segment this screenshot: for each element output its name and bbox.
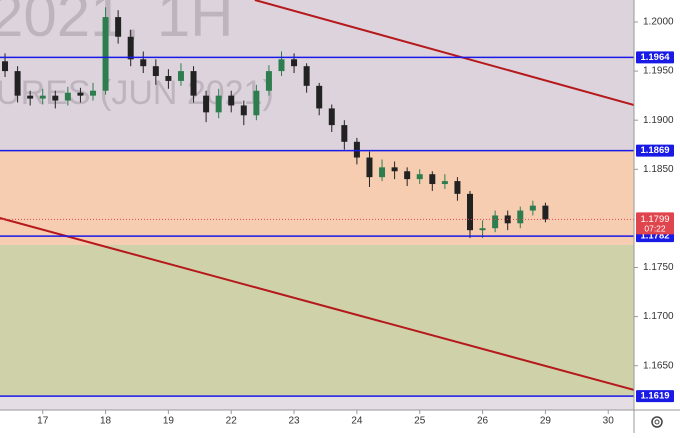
x-tick-label: 24 <box>351 416 363 427</box>
candle-body <box>165 76 172 81</box>
candle-body <box>429 174 436 185</box>
candle-body <box>303 66 310 86</box>
level-label: 1.1782 <box>640 231 669 242</box>
candle-body <box>353 141 360 158</box>
candle-body <box>215 95 222 113</box>
candle-body <box>152 66 159 77</box>
watermark: FUTURES (JUN 2021) <box>0 74 274 112</box>
x-tick-label: 17 <box>37 416 49 427</box>
candle-body <box>2 61 9 72</box>
candle-body <box>278 59 285 72</box>
x-tick-label: 29 <box>540 416 552 427</box>
candle-body <box>542 205 549 220</box>
candle-body <box>27 95 34 99</box>
last-price-time: 07:22 <box>644 224 666 234</box>
candle-body <box>291 59 298 67</box>
candle-body <box>240 105 247 116</box>
candle-body <box>529 205 536 211</box>
candle-body <box>404 171 411 180</box>
level-label-box <box>636 144 674 157</box>
candle-body <box>228 95 235 106</box>
candle-body <box>341 125 348 142</box>
candle-body <box>102 17 109 91</box>
x-tick-label: 22 <box>226 416 238 427</box>
zone <box>0 244 634 397</box>
candle-body <box>77 92 84 96</box>
candle-body <box>379 167 386 178</box>
level-label: 1.1869 <box>640 145 669 156</box>
candle-body <box>14 71 21 96</box>
candle-body <box>39 95 46 99</box>
level-label-box <box>636 51 674 64</box>
candle-body <box>265 71 272 91</box>
level-label-box <box>636 390 674 403</box>
candle-body <box>52 95 59 101</box>
y-tick-label: 1.2000 <box>643 17 674 28</box>
candle-body <box>89 90 96 96</box>
candle-body <box>127 36 134 60</box>
y-tick-label: 1.1950 <box>643 66 674 77</box>
candle-body <box>177 71 184 81</box>
y-tick-label: 1.1750 <box>643 262 674 273</box>
candle-body <box>115 17 122 37</box>
candle-body <box>140 59 147 67</box>
candle-body <box>391 167 398 172</box>
x-tick-label: 26 <box>477 416 489 427</box>
candle-body <box>416 174 423 180</box>
y-tick-label: 1.1850 <box>643 164 674 175</box>
candle-body <box>492 215 499 229</box>
candle-body <box>467 193 474 231</box>
candle-body <box>316 85 323 109</box>
trendline <box>254 0 634 106</box>
candle-body <box>64 92 71 101</box>
last-price-box <box>636 212 674 235</box>
x-tick-label: 19 <box>163 416 175 427</box>
y-tick-label: 1.1900 <box>643 115 674 126</box>
candle-body <box>366 157 373 178</box>
x-tick-label: 30 <box>603 416 615 427</box>
candle-body <box>479 228 486 231</box>
candle-body <box>190 71 197 96</box>
x-tick-label: 23 <box>289 416 301 427</box>
last-price-label: 1.1799 <box>640 214 669 225</box>
candle-body <box>203 95 210 113</box>
settings-icon[interactable] <box>651 416 663 428</box>
candle-body <box>517 210 524 224</box>
candle-body <box>328 108 335 126</box>
candle-body <box>454 181 461 194</box>
x-tick-label: 18 <box>100 416 112 427</box>
trendline <box>0 217 634 391</box>
candle-body <box>441 181 448 185</box>
time-axis <box>0 410 634 433</box>
level-label: 1.1964 <box>640 52 670 63</box>
candle-body <box>253 90 260 116</box>
x-tick-label: 25 <box>414 416 426 427</box>
zone <box>0 150 634 245</box>
y-tick-label: 1.1700 <box>643 311 674 322</box>
y-tick-label: 1.1650 <box>643 360 674 371</box>
level-label: 1.1619 <box>640 391 669 402</box>
